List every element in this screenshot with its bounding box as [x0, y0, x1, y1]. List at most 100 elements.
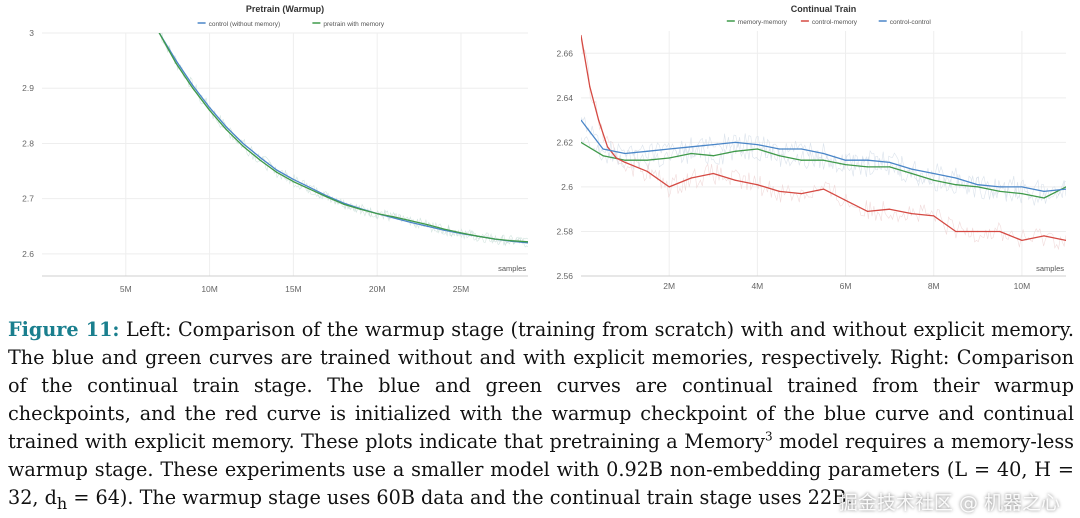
data-point	[844, 199, 847, 201]
data-point	[668, 157, 670, 159]
data-point	[933, 179, 935, 181]
legend-label: control-control	[890, 19, 932, 26]
data-point	[606, 146, 609, 148]
x-tick-label: 20M	[369, 284, 386, 294]
data-point	[756, 148, 758, 150]
legend-label: control (without memory)	[209, 21, 281, 28]
x-tick-label: 6M	[840, 281, 852, 291]
y-tick-label: 2.62	[556, 137, 573, 147]
y-tick-label: 2.56	[556, 271, 573, 281]
data-point	[933, 172, 935, 175]
data-point	[690, 146, 692, 148]
data-point	[690, 152, 692, 155]
data-point	[911, 168, 913, 170]
data-point	[867, 166, 869, 168]
data-point	[624, 161, 626, 163]
caption-text-2: model requires a memory-less warmup stag…	[8, 430, 1075, 509]
raw-trace	[581, 136, 1066, 206]
y-tick-label: 2.6	[561, 182, 573, 192]
data-point	[734, 150, 736, 152]
data-point	[581, 141, 582, 143]
series-line	[158, 33, 528, 243]
data-point	[889, 161, 891, 163]
continual-train-chart: 2.56 2.58 2.6 2.62 2.64 2.66 2M 4M 6M 8M 10M Contin…	[556, 4, 1066, 291]
data-point	[1065, 186, 1066, 188]
raw-trace	[581, 36, 1066, 251]
data-point	[668, 186, 670, 188]
data-point	[598, 119, 600, 121]
chart-title: Pretrain (Warmup)	[246, 4, 324, 14]
data-point	[410, 221, 412, 223]
x-tick-label: 4M	[751, 281, 763, 291]
data-point	[602, 155, 604, 157]
data-point	[1043, 235, 1045, 237]
data-point	[393, 216, 395, 218]
data-point	[778, 148, 780, 150]
data-point	[955, 230, 957, 233]
data-point	[624, 152, 626, 155]
data-point	[192, 84, 194, 87]
data-point	[1021, 193, 1023, 195]
data-point	[1065, 239, 1066, 241]
data-point	[589, 86, 591, 88]
data-point	[756, 184, 758, 186]
data-point	[242, 145, 244, 147]
data-point	[581, 119, 582, 121]
data-point	[581, 34, 582, 37]
figure-caption: Figure 11: Left: Comparison of the warmu…	[8, 316, 1074, 518]
data-point	[242, 142, 244, 145]
data-point	[822, 152, 825, 155]
x-tick-label: 8M	[928, 281, 940, 291]
data-point	[426, 224, 428, 226]
data-point	[259, 159, 261, 161]
data-point	[460, 232, 462, 234]
data-point	[209, 107, 211, 109]
data-point	[443, 228, 445, 230]
data-point	[800, 159, 803, 161]
data-point	[933, 215, 935, 217]
data-point	[292, 178, 294, 180]
data-point	[1021, 239, 1023, 241]
data-point	[889, 166, 891, 168]
data-point	[778, 155, 780, 157]
data-point	[844, 164, 847, 166]
data-point	[668, 148, 670, 150]
data-point	[1043, 190, 1045, 192]
caption-subscript: h	[56, 493, 68, 513]
x-tick-label: 15M	[285, 284, 302, 294]
y-tick-label: 2.64	[556, 93, 573, 103]
data-point	[712, 172, 714, 175]
data-point	[309, 188, 311, 190]
data-point	[977, 230, 979, 233]
data-point	[955, 184, 957, 186]
data-point	[292, 181, 294, 183]
data-point	[225, 129, 227, 131]
data-point	[376, 213, 378, 215]
data-point	[844, 159, 847, 161]
data-point	[911, 213, 913, 215]
data-point	[175, 60, 177, 62]
data-point	[822, 188, 825, 190]
raw-trace	[159, 33, 528, 248]
x-axis-label: samples	[1036, 264, 1064, 273]
data-point	[889, 208, 891, 210]
raw-trace	[581, 116, 1066, 200]
data-point	[443, 229, 445, 231]
data-point	[393, 217, 395, 219]
y-tick-label: 2.9	[22, 83, 34, 93]
data-point	[999, 190, 1001, 192]
caption-superscript: 3	[764, 429, 773, 444]
data-point	[624, 159, 626, 161]
data-point	[477, 235, 479, 237]
data-point	[999, 186, 1001, 188]
data-point	[712, 144, 714, 146]
caption-text-1: Left: Comparison of the warmup stage (tr…	[8, 318, 1074, 453]
data-point	[867, 159, 869, 161]
legend-label: pretrain with memory	[323, 21, 384, 28]
plot-area	[581, 34, 1066, 251]
data-point	[326, 196, 328, 198]
data-point	[225, 126, 227, 128]
y-tick-label: 2.66	[556, 48, 573, 58]
data-point	[646, 170, 648, 172]
left-chart-panel: 2.6 2.7 2.8 2.9 3 5M 10M 15M 20M 25M Pretrain (War…	[0, 0, 540, 300]
